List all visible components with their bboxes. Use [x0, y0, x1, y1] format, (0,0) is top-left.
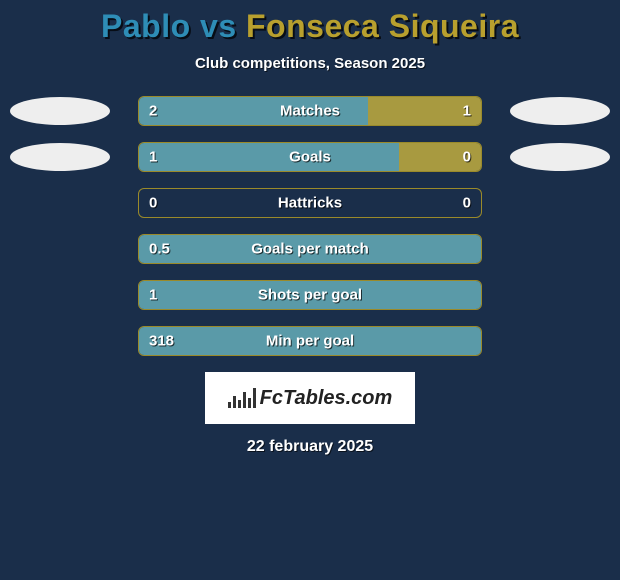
player1-face-icon	[10, 143, 110, 171]
logo-text: FcTables.com	[260, 387, 393, 410]
player1-face-icon	[10, 97, 110, 125]
stat-bar-track: 10Goals	[138, 142, 482, 172]
stat-bar-right	[368, 97, 481, 125]
stat-row: 1Shots per goal	[16, 280, 604, 310]
player2-name: Fonseca Siqueira	[246, 8, 519, 44]
vs-word: vs	[200, 8, 237, 44]
stat-bar-track: 21Matches	[138, 96, 482, 126]
logo-bars-icon	[228, 388, 256, 408]
stats-area: 21Matches 10Goals 0 0 Hattricks 0.5Goals per …	[0, 96, 620, 356]
stat-value-left: 0	[149, 195, 157, 212]
stat-row: 10Goals	[16, 142, 604, 172]
stat-row: 318Min per goal	[16, 326, 604, 356]
stat-bar-track: 1Shots per goal	[138, 280, 482, 310]
player2-face-icon	[510, 143, 610, 171]
logo-bar-icon	[248, 398, 251, 408]
player2-face-icon	[510, 97, 610, 125]
stat-bar-left	[139, 327, 481, 355]
player1-name: Pablo	[101, 8, 191, 44]
stat-bar-track: 0.5Goals per match	[138, 234, 482, 264]
stat-value-right: 0	[463, 195, 471, 212]
stat-bar-left	[139, 235, 481, 263]
subtitle: Club competitions, Season 2025	[0, 55, 620, 72]
stat-bar-left	[139, 281, 481, 309]
stat-row: 0.5Goals per match	[16, 234, 604, 264]
logo-bar-icon	[238, 400, 241, 408]
logo-bar-icon	[233, 396, 236, 408]
page-title: Pablo vs Fonseca Siqueira	[0, 0, 620, 45]
date-label: 22 february 2025	[0, 438, 620, 456]
logo-bar-icon	[253, 388, 256, 408]
stat-row: 0 0 Hattricks	[16, 188, 604, 218]
logo-box: FcTables.com	[205, 372, 415, 424]
stat-label: Hattricks	[278, 195, 342, 212]
stat-bar-track: 318Min per goal	[138, 326, 482, 356]
stat-bar-track: 0 0 Hattricks	[138, 188, 482, 218]
stat-bar-right	[399, 143, 481, 171]
logo-bar-icon	[228, 402, 231, 408]
stat-bar-left	[139, 97, 368, 125]
stat-bar-left	[139, 143, 399, 171]
stat-row: 21Matches	[16, 96, 604, 126]
logo-bar-icon	[243, 392, 246, 408]
